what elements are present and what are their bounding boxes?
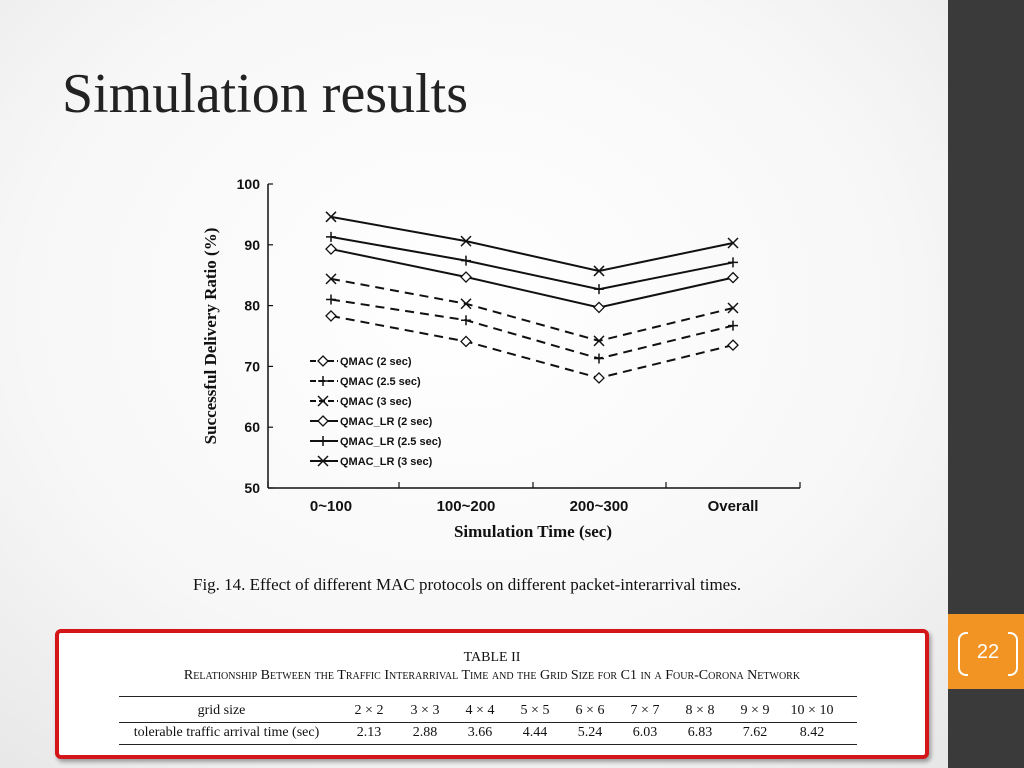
row-label-arrival-time: tolerable traffic arrival time (sec) [133, 725, 320, 740]
y-tick-label: 100 [237, 176, 261, 192]
arrival-time-cell: 2.13 [356, 725, 382, 740]
table-top-rule [119, 696, 857, 697]
figure-caption: Fig. 14. Effect of different MAC protoco… [193, 575, 742, 594]
grid-size-cell: 9 × 9 [740, 703, 770, 718]
x-tick-label: 0~100 [310, 498, 352, 515]
data-point [727, 339, 739, 352]
data-point [325, 273, 337, 285]
data-point [594, 353, 604, 364]
data-point [460, 335, 472, 348]
arrival-time-cell: 3.66 [467, 725, 493, 740]
data-point [727, 237, 739, 249]
y-tick-label: 70 [244, 358, 260, 374]
arrival-time-cell: 2.88 [412, 725, 438, 740]
data-point [460, 298, 472, 310]
legend-entry: QMAC_LR (3 sec) [340, 456, 433, 468]
brace-left-decoration [958, 632, 968, 676]
delivery-ratio-chart: 50 60 70 80 90 100 0~100 100~200 200~300 Overall S… [201, 176, 801, 541]
series-line [330, 298, 734, 360]
table-caption: Relationship Between the Traffic Interar… [183, 668, 801, 683]
data-point [461, 315, 471, 326]
y-tick-label: 80 [244, 298, 260, 314]
x-tick-label: Overall [708, 498, 759, 515]
x-axis-label: Simulation Time (sec) [454, 522, 612, 541]
data-point [325, 310, 337, 322]
y-tick-label: 50 [244, 480, 260, 496]
grid-size-cell: 6 × 6 [575, 703, 605, 718]
grid-size-cell: 2 × 2 [354, 703, 384, 718]
data-point [326, 231, 336, 242]
table-panel: TABLE II Relationship Between the Traffi… [55, 629, 929, 759]
arrival-time-cell: 6.03 [632, 725, 658, 740]
series-line [330, 248, 734, 309]
data-point [593, 301, 605, 314]
page-number: 22 [976, 640, 1000, 663]
series-line [330, 215, 734, 272]
legend-marker [318, 436, 328, 446]
series-line [330, 235, 734, 291]
legend-marker [317, 395, 329, 407]
arrival-time-cell: 4.44 [522, 725, 548, 740]
table-title: TABLE II [463, 650, 521, 665]
data-point [727, 271, 739, 284]
data-point [325, 243, 337, 255]
brace-right-decoration [1008, 632, 1018, 676]
arrival-time-cell: 7.62 [742, 725, 768, 740]
grid-size-cell: 3 × 3 [410, 703, 440, 718]
arrival-time-cell: 6.83 [687, 725, 713, 740]
data-point [460, 235, 472, 247]
table-mid-rule [119, 722, 857, 723]
legend-marker [317, 415, 329, 427]
data-point [461, 255, 471, 266]
grid-size-cell: 5 × 5 [520, 703, 550, 718]
data-point [594, 284, 604, 295]
grid-size-cell: 4 × 4 [465, 703, 495, 718]
legend-entry: QMAC (2.5 sec) [340, 376, 421, 388]
y-tick-label: 60 [244, 419, 260, 435]
table-row-grid-size: grid size 2 × 2 3 × 3 4 × 4 5 × 5 6 × 6 7 × 7… [119, 703, 857, 723]
page-number-box [948, 614, 1024, 689]
table-bottom-rule [119, 744, 857, 745]
data-point [325, 211, 337, 223]
row-label-grid-size: grid size [197, 703, 246, 718]
data-point [593, 265, 605, 277]
legend-entry: QMAC_LR (2 sec) [340, 416, 433, 428]
arrival-time-cell: 5.24 [577, 725, 603, 740]
legend-marker [317, 455, 329, 467]
legend-entry: QMAC (2 sec) [340, 356, 412, 368]
y-tick-label: 90 [244, 237, 260, 253]
legend-marker [318, 376, 328, 386]
data-point [326, 294, 336, 305]
legend-marker [317, 355, 329, 367]
x-tick-label: 200~300 [570, 498, 629, 515]
data-point [593, 335, 605, 347]
grid-size-cell: 8 × 8 [685, 703, 715, 718]
arrival-time-cell: 8.42 [799, 725, 825, 740]
y-axis-label: Successful Delivery Ratio (%) [201, 228, 220, 445]
legend-entry: QMAC (3 sec) [340, 396, 412, 408]
legend-entry: QMAC_LR (2.5 sec) [340, 436, 442, 448]
data-point [728, 257, 738, 268]
series-line [330, 314, 734, 379]
data-point [593, 372, 605, 384]
data-point [728, 320, 738, 331]
grid-size-cell: 10 × 10 [790, 703, 834, 718]
series-line [330, 277, 734, 342]
data-point [460, 271, 472, 283]
table-row-arrival-time: tolerable traffic arrival time (sec) 2.1… [119, 725, 857, 745]
x-tick-label: 100~200 [437, 498, 496, 515]
slide-title: Simulation results [62, 63, 468, 125]
data-point [727, 302, 739, 314]
grid-size-cell: 7 × 7 [630, 703, 660, 718]
